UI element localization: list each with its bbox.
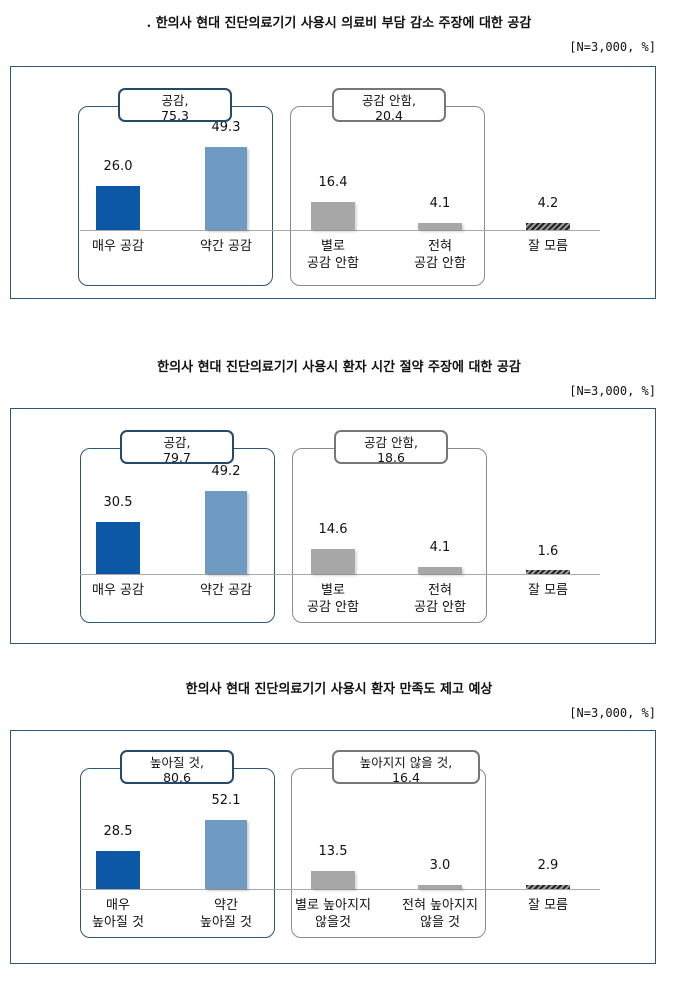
category-label-1: 매우 높아질 것 <box>92 898 144 930</box>
bar-2 <box>205 490 247 574</box>
bar-2 <box>205 147 247 230</box>
category-label-3: 별로 공감 안함 <box>307 583 359 615</box>
bar-1 <box>96 522 140 574</box>
bar-5 <box>526 885 570 889</box>
bar-5 <box>526 222 570 230</box>
category-label-2: 약간 높아질 것 <box>200 898 252 930</box>
bar-4 <box>418 567 462 574</box>
value-label-1: 30.5 <box>103 495 133 511</box>
baseline <box>80 889 600 890</box>
category-label-3: 별로 높아지지 않을것 <box>295 898 371 930</box>
value-label-2: 49.2 <box>211 463 241 479</box>
value-label-4: 3.0 <box>429 858 451 874</box>
bar-3 <box>311 202 355 230</box>
bar-1 <box>96 186 140 230</box>
chart-2-frame <box>10 408 656 644</box>
group-tag-positive: 공감, 75.3 <box>118 88 232 123</box>
category-label-1: 매우 공감 <box>92 583 144 598</box>
category-label-4: 전혀 공감 안함 <box>414 239 466 271</box>
value-label-5: 2.9 <box>537 858 559 874</box>
chart-2-unit: [N=3,000, %] <box>569 384 656 398</box>
value-label-3: 13.5 <box>318 844 348 860</box>
bar-2 <box>205 820 247 889</box>
category-label-5: 잘 모름 <box>527 583 568 598</box>
group-tag-positive: 공감, 79.7 <box>120 430 234 465</box>
value-label-5: 4.2 <box>537 195 559 211</box>
bar-4 <box>418 223 462 230</box>
value-label-3: 14.6 <box>318 522 348 538</box>
category-label-3: 별로 공감 안함 <box>307 239 359 271</box>
value-label-1: 26.0 <box>103 159 133 175</box>
chart-3-unit: [N=3,000, %] <box>569 706 656 720</box>
value-label-5: 1.6 <box>537 544 559 560</box>
bar-1 <box>96 851 140 889</box>
category-label-2: 약간 공감 <box>200 583 252 598</box>
chart-3-title: 한의사 현대 진단의료기기 사용시 환자 만족도 제고 예상 <box>185 682 493 697</box>
value-label-2: 49.3 <box>211 120 241 136</box>
group-tag-negative: 공감 안함, 20.4 <box>332 88 446 123</box>
category-label-4: 전혀 공감 안함 <box>414 583 466 615</box>
category-label-5: 잘 모름 <box>527 898 568 913</box>
group-tag-negative: 공감 안함, 18.6 <box>334 430 448 465</box>
category-label-2: 약간 공감 <box>200 239 252 254</box>
category-label-4: 전혀 높아지지 않을 것 <box>402 898 478 930</box>
value-label-1: 28.5 <box>103 824 133 840</box>
category-label-1: 매우 공감 <box>92 239 144 254</box>
bar-4 <box>418 885 462 889</box>
chart-1-unit: [N=3,000, %] <box>569 40 656 54</box>
bar-5 <box>526 570 570 574</box>
group-tag-negative: 높아지지 않을 것, 16.4 <box>332 750 480 785</box>
value-label-4: 4.1 <box>429 540 451 556</box>
value-label-4: 4.1 <box>429 196 451 212</box>
baseline <box>80 230 600 231</box>
chart-1-title: . 한의사 현대 진단의료기기 사용시 의료비 부담 감소 주장에 대한 공감 <box>146 16 532 31</box>
category-label-5: 잘 모름 <box>527 239 568 254</box>
group-tag-positive: 높아질 것, 80.6 <box>120 750 234 785</box>
baseline <box>80 574 600 575</box>
chart-1-frame <box>10 66 656 299</box>
chart-2-title: 한의사 현대 진단의료기기 사용시 환자 시간 절약 주장에 대한 공감 <box>157 360 521 375</box>
bar-3 <box>311 871 355 889</box>
chart-3-frame <box>10 730 656 964</box>
value-label-3: 16.4 <box>318 175 348 191</box>
bar-3 <box>311 549 355 574</box>
value-label-2: 52.1 <box>211 793 241 809</box>
